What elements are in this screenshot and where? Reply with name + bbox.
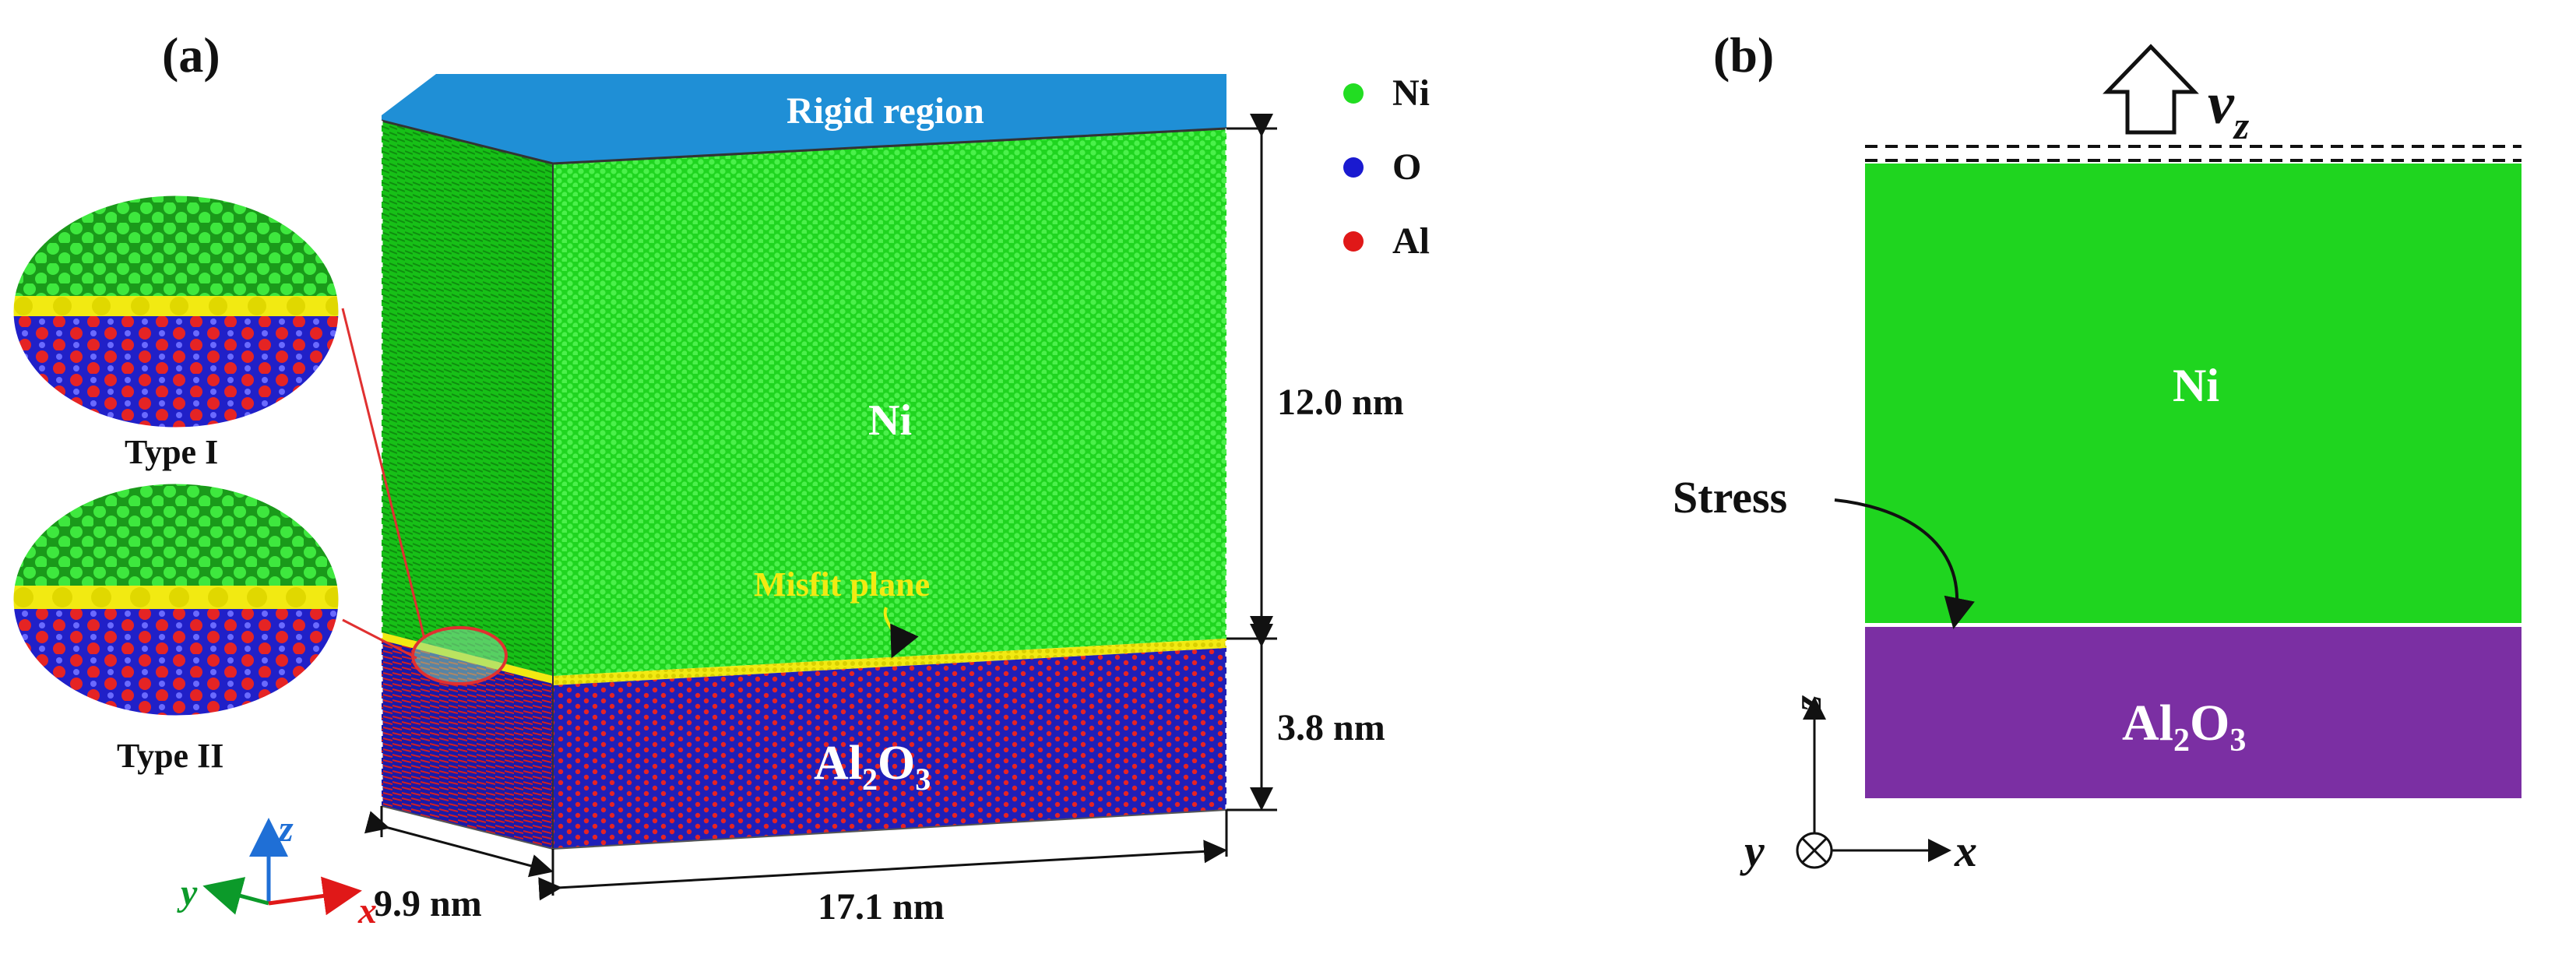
- y-axis-label-a: y: [177, 872, 198, 913]
- stress-arrow: [1834, 498, 1975, 629]
- x-axis-label-a: x: [357, 890, 377, 931]
- panel-b-label: (b): [1713, 27, 1774, 83]
- y-axis-label-b: y: [1740, 825, 1765, 876]
- legend-al-label: Al: [1392, 220, 1430, 262]
- interface-highlight: [411, 626, 508, 685]
- x-axis-arrow-a: [268, 876, 362, 916]
- panel-a-label: (a): [162, 27, 220, 83]
- stress-label: Stress: [1673, 472, 1787, 523]
- legend-o-marker: [1343, 157, 1364, 178]
- type-2-label: Type II: [117, 737, 223, 775]
- y-axis-arrow-a: [202, 877, 269, 915]
- x-axis-label-b: x: [1954, 825, 1977, 876]
- ni-block-b: [1865, 164, 2521, 623]
- misfit-plane-label: Misfit plane: [754, 565, 930, 604]
- oxide-front-face: [553, 648, 1226, 849]
- inset-type-2: [11, 481, 341, 718]
- ni-label-a: Ni: [868, 396, 912, 445]
- rigid-region-top: [382, 74, 1226, 164]
- inset-type-1: [11, 193, 341, 430]
- al2o3-label-b: Al2O3: [2122, 695, 2246, 759]
- legend-ni-marker: [1343, 83, 1364, 104]
- ni-side-face: [382, 121, 553, 676]
- legend: Ni O Al: [1343, 72, 1430, 262]
- velocity-label: vz: [2208, 71, 2250, 147]
- ni-front-face: [553, 128, 1226, 676]
- depth-dimension: 9.9 nm: [374, 883, 482, 924]
- width-dimension: 17.1 nm: [818, 886, 945, 928]
- ni-height-dimension: 12.0 nm: [1277, 382, 1404, 423]
- type-1-label: Type I: [125, 433, 218, 471]
- legend-o-label: O: [1392, 146, 1421, 188]
- al2o3-height-dimension: 3.8 nm: [1277, 707, 1385, 748]
- axes-triad-a: z y x: [177, 808, 377, 931]
- simulation-block: [380, 74, 1228, 850]
- axes-triad-b: z y x: [1740, 695, 1977, 876]
- callout-line-type1: [341, 308, 426, 639]
- misfit-plane-band: [553, 639, 1226, 685]
- al2o3-label-a: Al2O3: [814, 737, 931, 797]
- z-axis-label-a: z: [277, 808, 294, 850]
- rigid-region-label: Rigid region: [787, 90, 984, 132]
- oxide-side-face: [382, 632, 553, 849]
- dimension-lines: [364, 114, 1277, 901]
- al2o3-block-b: [1865, 627, 2521, 798]
- misfit-arrow: [883, 607, 919, 659]
- callout-line-type2: [342, 618, 417, 660]
- ni-label-b: Ni: [2173, 360, 2219, 411]
- velocity-arrow: [2103, 44, 2199, 135]
- legend-al-marker: [1343, 231, 1364, 252]
- z-axis-label-b: z: [1786, 695, 1830, 713]
- legend-ni-label: Ni: [1392, 72, 1430, 114]
